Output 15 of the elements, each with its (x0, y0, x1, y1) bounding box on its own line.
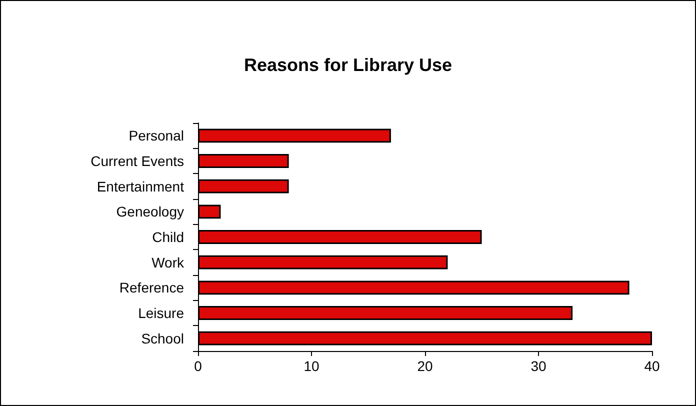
y-tick-label: Entertainment (96, 178, 184, 194)
y-tick-label: Current Events (90, 153, 184, 169)
chart-title: Reasons for Library Use (244, 55, 452, 75)
y-tick-label: Personal (128, 128, 184, 144)
y-tick-label: Child (152, 229, 184, 245)
y-tick-label: Work (152, 254, 185, 270)
y-tick-label: Geneology (116, 204, 184, 220)
x-tick-label: 30 (530, 358, 546, 374)
x-tick-label: 20 (417, 358, 433, 374)
x-tick-label: 10 (304, 358, 320, 374)
y-tick-label: Reference (119, 280, 184, 296)
y-tick-label: Leisure (138, 305, 184, 321)
x-tick-label: 40 (644, 358, 660, 374)
y-tick-label: School (141, 330, 184, 346)
x-tick-label: 0 (194, 358, 202, 374)
